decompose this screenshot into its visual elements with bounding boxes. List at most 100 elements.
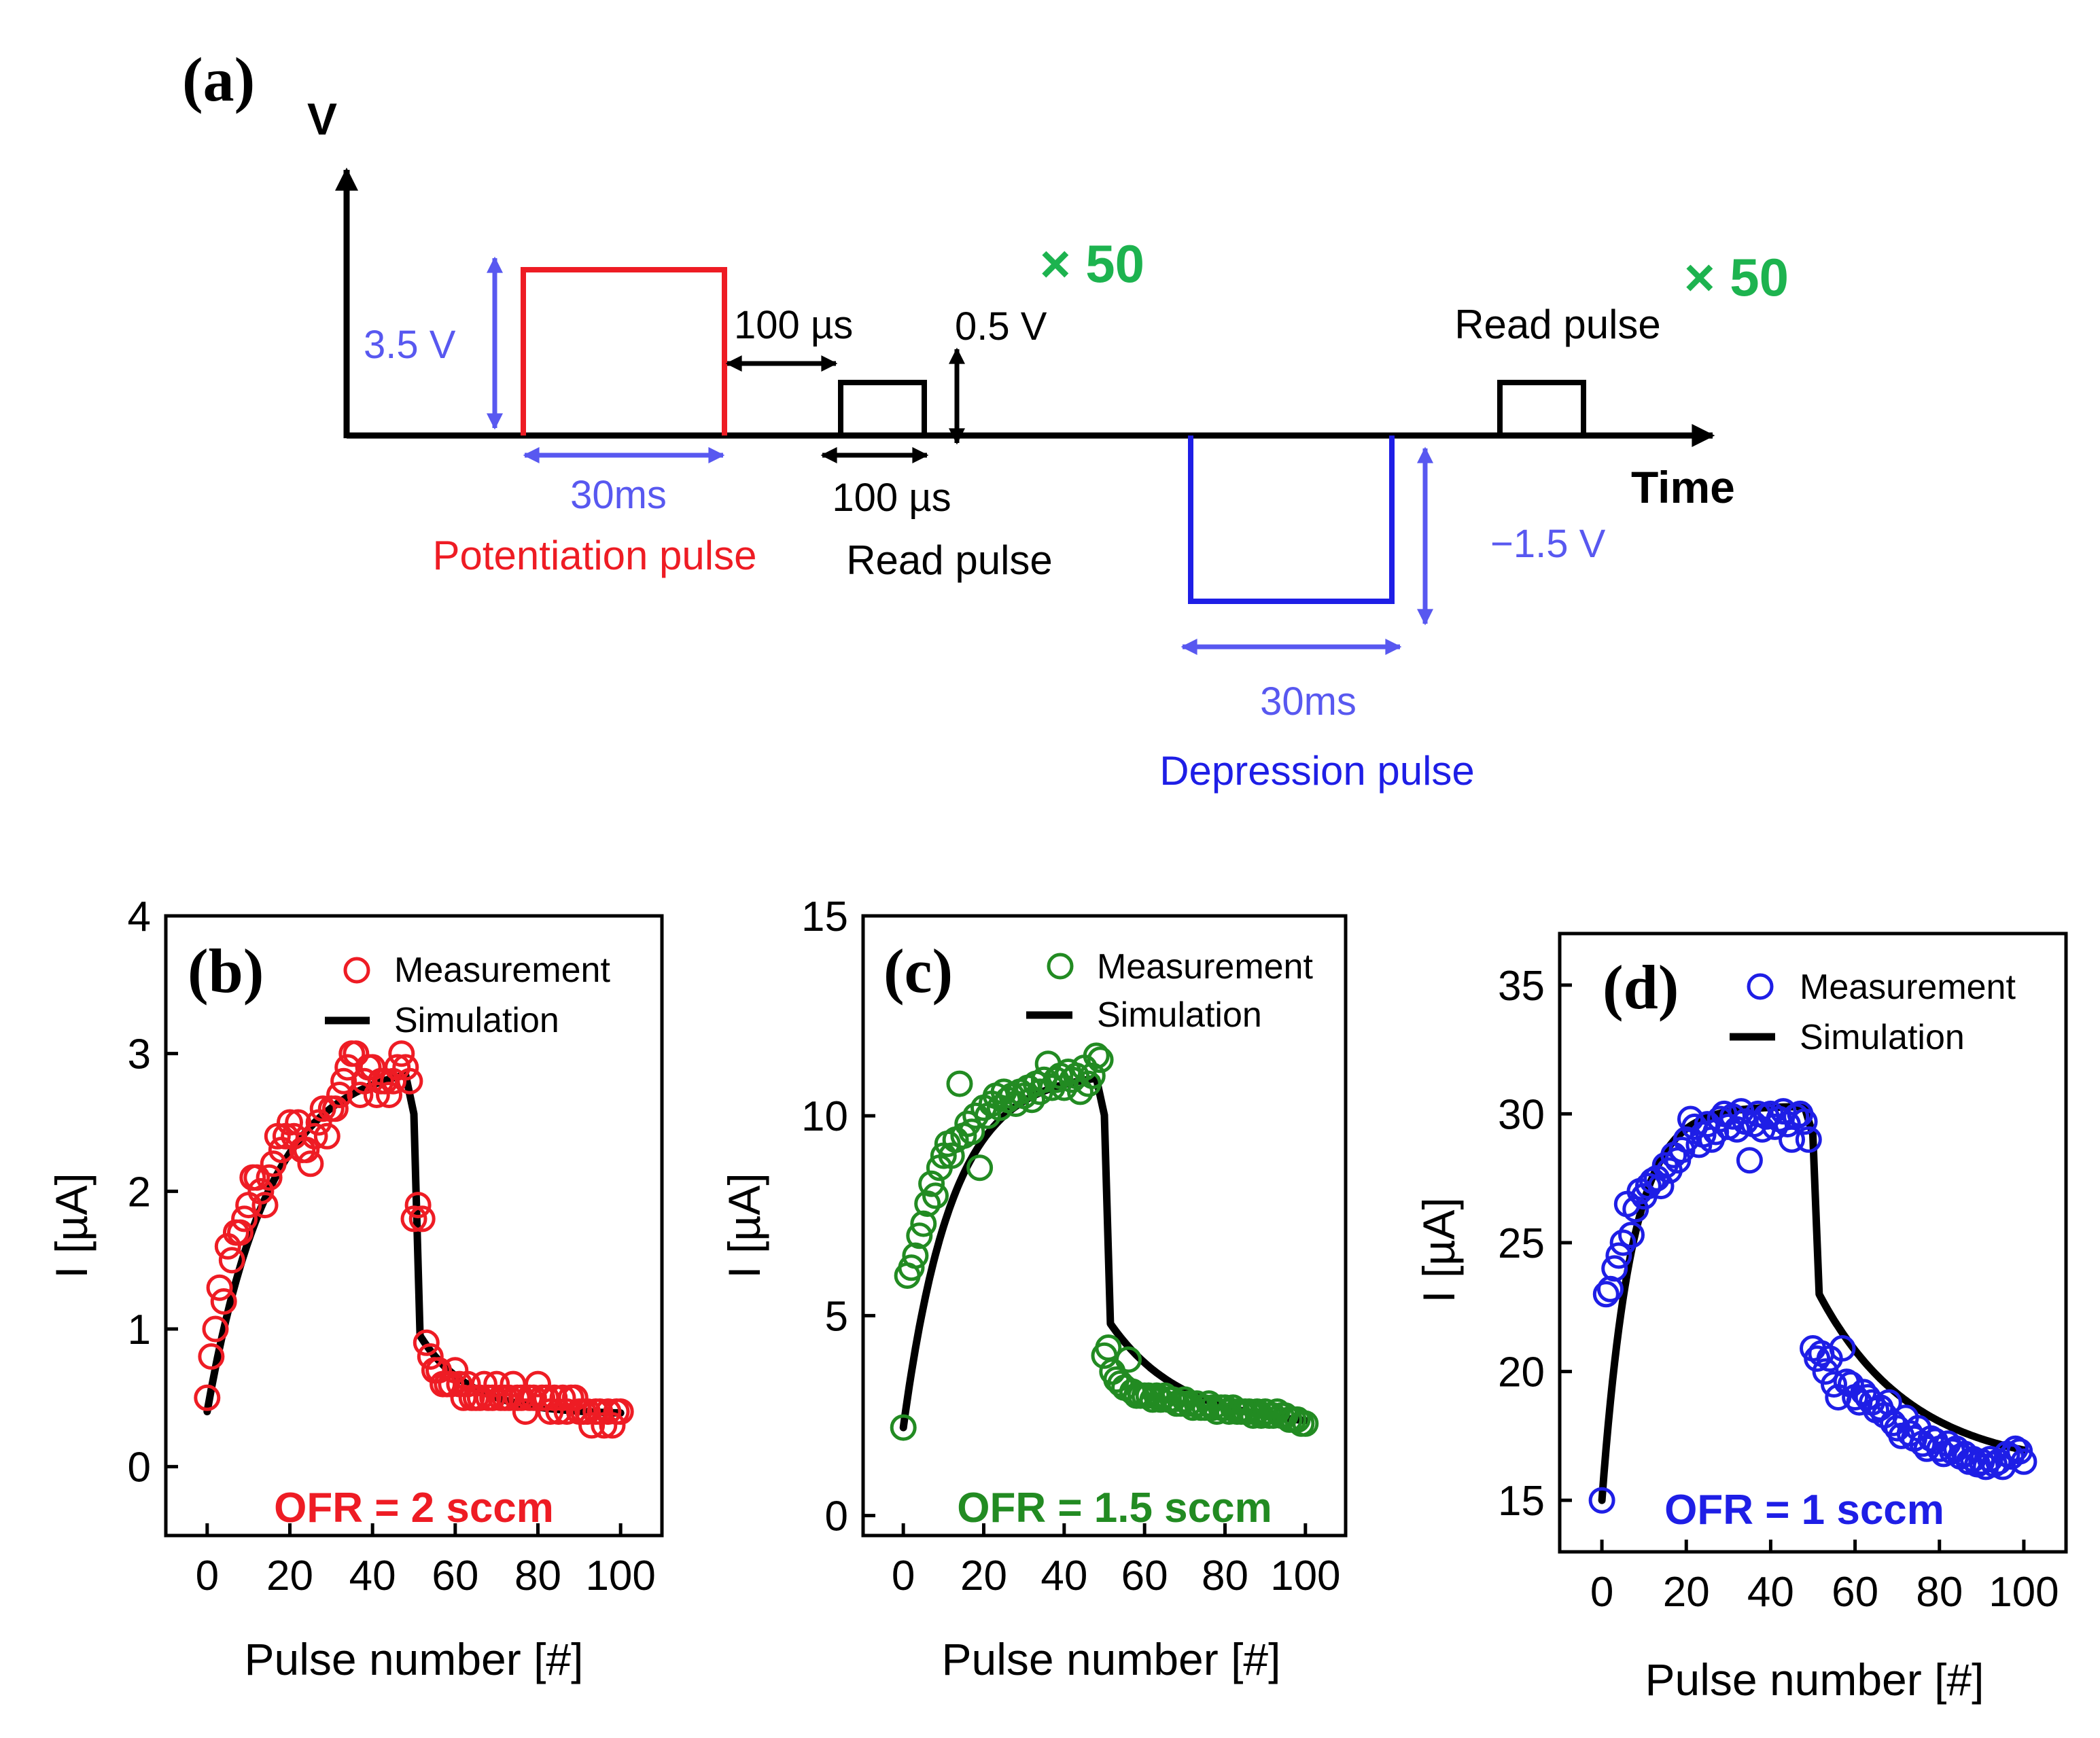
x-tick-label: 40 xyxy=(1040,1553,1087,1599)
legend-simulation-label: Simulation xyxy=(394,1001,559,1040)
measurement-point xyxy=(1791,1108,1818,1135)
measurement-point xyxy=(549,1384,576,1411)
x-tick-label: 40 xyxy=(1747,1569,1794,1616)
measurement-point xyxy=(363,1082,390,1108)
ofr-annotation: OFR = 1.5 sccm xyxy=(957,1485,1272,1531)
measurement-point xyxy=(297,1150,324,1177)
chart-panel-d: 0 20 40 60 80 100 15 20 25 30 35 (d) Measurement S… xyxy=(1414,932,2068,1705)
measurement-point xyxy=(285,1109,312,1136)
y-tick-label: 35 xyxy=(1498,963,1545,1010)
chart-panel-c: 0 20 40 60 80 100 0 5 10 15 (c) Measurement Simul… xyxy=(719,893,1348,1684)
read-pulse-1 xyxy=(838,380,927,436)
potentiation-amplitude-label: 3.5 V xyxy=(364,323,456,367)
measurement-point xyxy=(525,1370,551,1398)
measurement-point xyxy=(1795,1126,1822,1153)
measurement-point xyxy=(599,1412,626,1439)
measurement-point xyxy=(918,1170,945,1197)
ofr-annotation: OFR = 2 sccm xyxy=(274,1485,554,1531)
measurement-point xyxy=(890,1414,917,1441)
x-tick-label: 20 xyxy=(960,1553,1007,1599)
x-tick-label: 20 xyxy=(266,1553,313,1599)
measurement-point xyxy=(1770,1098,1797,1125)
y-tick-label: 0 xyxy=(825,1493,848,1540)
simulation-series xyxy=(203,1071,625,1417)
potentiation-width-label: 30ms xyxy=(570,473,667,517)
measurement-point xyxy=(210,1288,237,1315)
measurement-point xyxy=(388,1040,415,1067)
read-amplitude-label: 0.5 V xyxy=(955,304,1047,349)
measurement-point xyxy=(1292,1410,1319,1437)
measurement-point xyxy=(1019,1086,1045,1114)
potentiation-pulse-label: Potentiation pulse xyxy=(432,533,756,578)
measurement-point xyxy=(260,1150,287,1177)
measurement-point xyxy=(206,1274,233,1301)
measurement-point xyxy=(914,1190,941,1218)
legend-measurement-marker xyxy=(1047,953,1074,980)
measurement-point xyxy=(392,1054,419,1081)
x-tick-label: 40 xyxy=(349,1553,396,1599)
plot-frame xyxy=(861,914,1348,1538)
measurement-point xyxy=(404,1192,432,1219)
measurement-point xyxy=(251,1192,279,1219)
measurement-point xyxy=(330,1067,357,1095)
x-tick-label: 0 xyxy=(196,1553,219,1599)
y-tick-label: 20 xyxy=(1498,1349,1545,1396)
measurement-point xyxy=(1609,1229,1637,1256)
measurement-point xyxy=(898,1254,925,1281)
measurement-point xyxy=(231,1205,258,1232)
measurement-point xyxy=(417,1343,444,1370)
read-pulse-label-2: Read pulse xyxy=(1454,302,1661,347)
measurement-point xyxy=(194,1384,221,1411)
read-pulse-2 xyxy=(1497,380,1586,436)
depression-amplitude-label: −1.5 V xyxy=(1490,522,1606,566)
legend-measurement-label: Measurement xyxy=(1800,968,2016,1007)
measurement-point xyxy=(1588,1487,1615,1514)
y-tick-label: 3 xyxy=(128,1031,151,1078)
x-tick-label: 60 xyxy=(1832,1569,1878,1616)
measurement-point xyxy=(1618,1222,1645,1249)
legend-measurement-marker xyxy=(1747,973,1774,1000)
measurement-point xyxy=(277,1109,303,1136)
measurement-point xyxy=(938,1142,965,1169)
measurement-point xyxy=(243,1164,270,1191)
measurement-point xyxy=(922,1182,949,1209)
panel-label: (b) xyxy=(188,936,264,1006)
y-axis-label: I [µA] xyxy=(1414,1197,1464,1302)
y-tick-label: 30 xyxy=(1498,1091,1545,1138)
measurement-point xyxy=(396,1067,423,1095)
measurement-point xyxy=(293,1137,320,1163)
axis-ticks: 0 20 40 60 80 100 0 1 2 3 4 xyxy=(128,893,656,1599)
y-tick-label: 10 xyxy=(801,1093,848,1140)
measurement-point xyxy=(1723,1116,1751,1143)
depression-width-label: 30ms xyxy=(1260,679,1357,724)
legend-measurement-label: Measurement xyxy=(394,951,610,990)
x-tick-label: 80 xyxy=(514,1553,561,1599)
y-tick-label: 2 xyxy=(128,1169,151,1216)
measurement-point xyxy=(958,1118,985,1146)
read-width-label: 100 µs xyxy=(832,476,951,520)
simulation-line xyxy=(203,1071,625,1417)
y-tick-label: 15 xyxy=(1498,1478,1545,1525)
axis-ticks: 0 20 40 60 80 100 15 20 25 30 35 xyxy=(1498,963,2059,1616)
measurement-point xyxy=(1829,1335,1856,1362)
measurement-point xyxy=(413,1329,440,1356)
ofr-annotation: OFR = 1 sccm xyxy=(1664,1487,1944,1533)
legend-measurement-label: Measurement xyxy=(1097,947,1313,987)
x-tick-label: 20 xyxy=(1663,1569,1710,1616)
x-tick-label: 60 xyxy=(432,1553,478,1599)
chart-panel-b: 0 20 40 60 80 100 0 1 2 3 4 (b) Measurement Simula… xyxy=(46,893,664,1684)
y-tick-label: 5 xyxy=(825,1293,848,1340)
measurement-point xyxy=(1592,1281,1620,1308)
measurement-point xyxy=(1634,1173,1662,1200)
measurement-point xyxy=(1985,1448,2012,1475)
measurement-point xyxy=(1083,1042,1110,1069)
measurement-point xyxy=(227,1219,253,1246)
measurement-point xyxy=(966,1154,994,1182)
y-axis-label: I [µA] xyxy=(46,1173,97,1278)
x-tick-label: 60 xyxy=(1121,1553,1168,1599)
measurement-point xyxy=(347,1082,374,1108)
measurement-point xyxy=(309,1095,336,1122)
measurement-point xyxy=(202,1315,229,1343)
measurement-point xyxy=(218,1247,245,1274)
measurement-point xyxy=(578,1412,606,1439)
